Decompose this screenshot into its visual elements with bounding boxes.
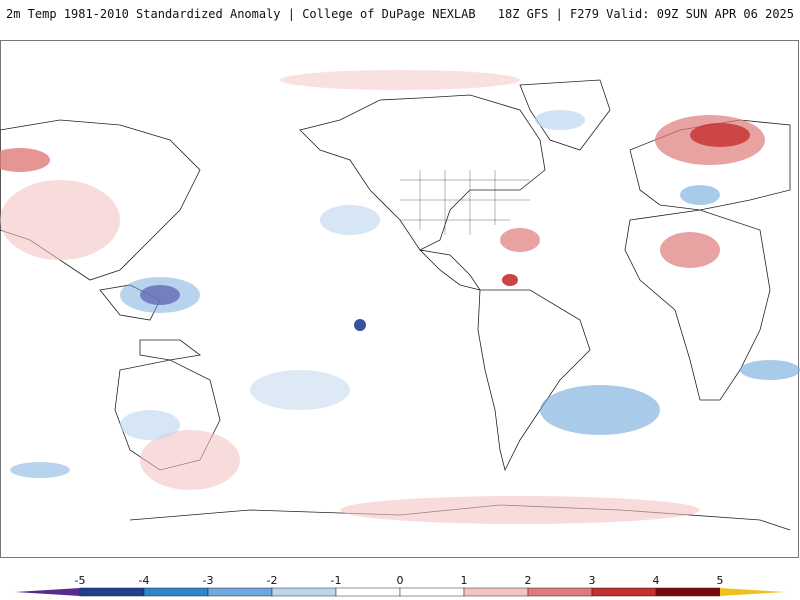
colorbar-segment bbox=[591, 587, 657, 597]
colorbar-tick-label: 3 bbox=[589, 574, 596, 587]
colorbar-tick-label: -5 bbox=[75, 574, 86, 587]
colorbar-legend: -5 -4 -3 -2 -1 0 1 2 3 4 5 bbox=[15, 574, 785, 597]
colorbar-max-arrow bbox=[720, 588, 785, 596]
state-borders bbox=[400, 170, 530, 235]
colorbar-min-arrow bbox=[15, 588, 80, 596]
anomaly-map bbox=[0, 70, 800, 531]
map-header: 2m Temp 1981-2010 Standardized Anomaly |… bbox=[0, 0, 800, 30]
colorbar-tick-label: 5 bbox=[717, 574, 724, 587]
colorbar-tick-label: 0 bbox=[397, 574, 404, 587]
colorbar-tick-label: 2 bbox=[525, 574, 532, 587]
warm-anomalies bbox=[0, 70, 765, 524]
colorbar-segment bbox=[655, 587, 721, 597]
colorbar-segment bbox=[271, 587, 337, 597]
colorbar-segment bbox=[527, 587, 593, 597]
colorbar-segment bbox=[335, 587, 401, 597]
colorbar-segment bbox=[207, 587, 273, 597]
colorbar-segment bbox=[463, 587, 529, 597]
colorbar-segment bbox=[143, 587, 209, 597]
colorbar-tick-label: 1 bbox=[461, 574, 468, 587]
colorbar-tick-label: -4 bbox=[139, 574, 150, 587]
cold-anomalies bbox=[10, 110, 800, 478]
colorbar-tick-label: 4 bbox=[653, 574, 660, 587]
colorbar-tick-label: -2 bbox=[267, 574, 278, 587]
colorbar-segment bbox=[399, 587, 465, 597]
colorbar-tick-label: -3 bbox=[203, 574, 214, 587]
colorbar-tick-label: -1 bbox=[331, 574, 342, 587]
model-run-info: 18Z GFS | F279 Valid: 09Z SUN APR 06 202… bbox=[497, 7, 794, 21]
colorbar-segment bbox=[79, 587, 145, 597]
map-title: 2m Temp 1981-2010 Standardized Anomaly |… bbox=[6, 7, 476, 21]
